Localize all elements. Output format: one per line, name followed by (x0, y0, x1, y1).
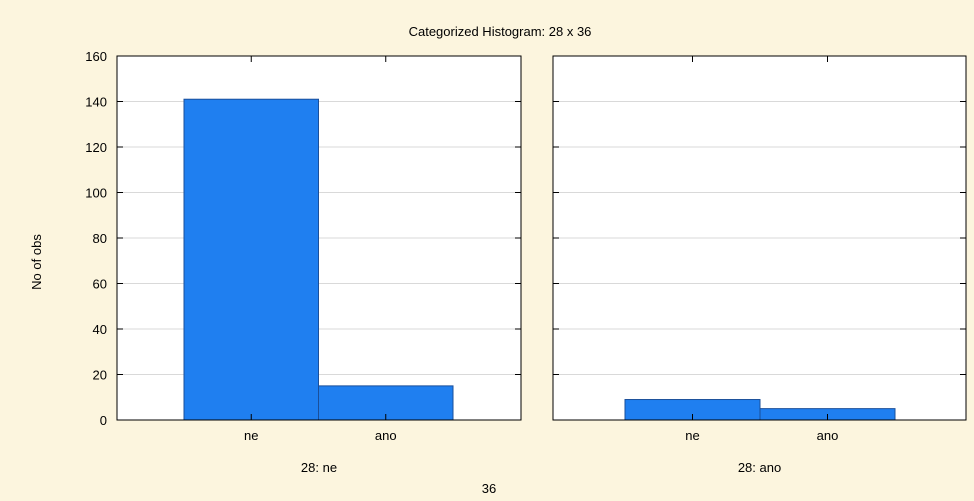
x-tick-label: ne (685, 428, 699, 443)
chart-title: Categorized Histogram: 28 x 36 (409, 24, 592, 39)
panel-label: 28: ano (738, 460, 781, 475)
x-tick-label: ano (817, 428, 839, 443)
y-tick-label: 40 (93, 322, 107, 337)
y-tick-label: 0 (100, 413, 107, 428)
x-tick-label: ano (375, 428, 397, 443)
y-tick-label: 140 (85, 95, 107, 110)
bar-ano-panel-1 (318, 385, 454, 421)
bar-ne-panel-1 (183, 98, 319, 421)
y-axis-label: No of obs (29, 234, 44, 290)
x-axis-label: 36 (482, 481, 496, 496)
panels: 0 20 40 60 80 100 120 140 160 ne ano 28: ne ne ano 28:… (85, 49, 967, 475)
plot-frame-1 (116, 55, 522, 421)
y-tick-label: 20 (93, 368, 107, 383)
y-tick-label: 100 (85, 186, 107, 201)
plot-frame-2 (552, 55, 967, 421)
y-tick-label: 160 (85, 49, 107, 64)
y-tick-label: 80 (93, 231, 107, 246)
x-tick-label: ne (244, 428, 258, 443)
y-tick-label: 60 (93, 277, 107, 292)
panel-label: 28: ne (301, 460, 337, 475)
y-tick-label: 120 (85, 140, 107, 155)
